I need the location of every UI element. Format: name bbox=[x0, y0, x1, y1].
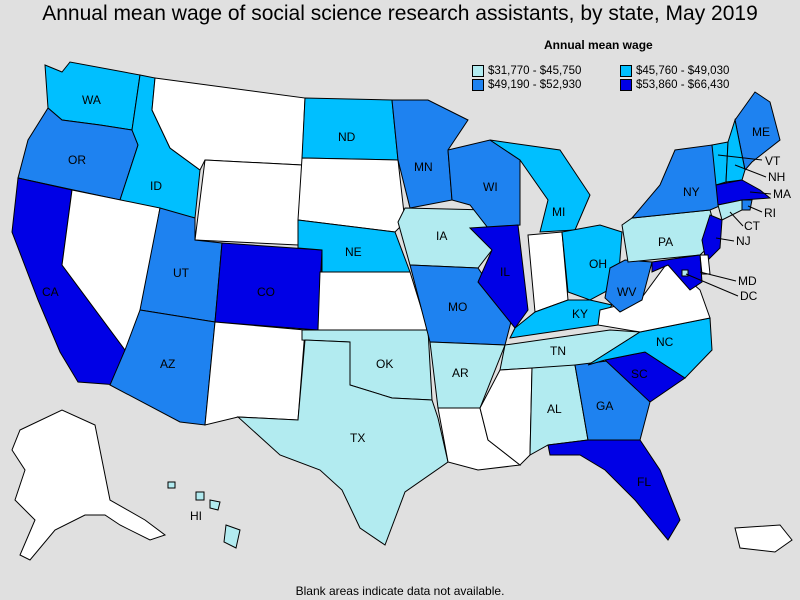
state-label-wv: WV bbox=[617, 285, 636, 299]
state-label-fl: FL bbox=[637, 475, 651, 489]
state-label-nc: NC bbox=[656, 335, 674, 349]
state-label-nj: NJ bbox=[736, 234, 751, 248]
state-ky[interactable] bbox=[509, 299, 613, 339]
legend-swatch bbox=[620, 65, 632, 77]
state-label-ok: OK bbox=[376, 357, 393, 371]
state-label-tn: TN bbox=[550, 344, 566, 358]
state-in[interactable] bbox=[527, 231, 569, 313]
state-ri[interactable] bbox=[741, 199, 753, 211]
state-label-mn: MN bbox=[414, 160, 433, 174]
state-nm[interactable] bbox=[204, 321, 306, 426]
legend-swatch bbox=[620, 79, 632, 91]
state-label-ky: KY bbox=[572, 307, 588, 321]
state-label-or: OR bbox=[68, 153, 86, 167]
legend-item: $49,190 - $52,930 bbox=[472, 79, 581, 93]
state-wv[interactable] bbox=[604, 259, 653, 313]
state-label-oh: OH bbox=[589, 257, 607, 271]
state-label-ar: AR bbox=[452, 366, 469, 380]
state-dc[interactable] bbox=[681, 269, 689, 277]
map-title: Annual mean wage of social science resea… bbox=[42, 2, 758, 25]
state-label-hi: HI bbox=[190, 509, 202, 523]
state-label-ia: IA bbox=[436, 229, 447, 243]
state-label-al: AL bbox=[547, 402, 562, 416]
state-label-ri: RI bbox=[764, 206, 776, 220]
state-label-ne: NE bbox=[345, 245, 362, 259]
state-label-il: IL bbox=[500, 265, 510, 279]
state-nj[interactable] bbox=[701, 214, 723, 264]
legend-item: $45,760 - $49,030 bbox=[620, 65, 729, 79]
state-label-co: CO bbox=[257, 285, 275, 299]
label-leader-lines bbox=[685, 154, 772, 297]
state-sd[interactable] bbox=[297, 157, 406, 233]
state-label-pa: PA bbox=[658, 235, 673, 249]
state-label-wi: WI bbox=[483, 180, 498, 194]
state-ct[interactable] bbox=[717, 199, 743, 221]
state-ks[interactable] bbox=[317, 271, 429, 331]
state-label-tx: TX bbox=[350, 431, 365, 445]
legend-item: $31,770 - $45,750 bbox=[472, 65, 581, 79]
state-label-sc: SC bbox=[631, 367, 648, 381]
state-label-ut: UT bbox=[173, 266, 190, 280]
legend-swatch bbox=[472, 65, 484, 77]
legend-swatch bbox=[472, 79, 484, 91]
state-label-nh: NH bbox=[768, 170, 785, 184]
state-wy[interactable] bbox=[194, 159, 303, 246]
state-label-id: ID bbox=[150, 179, 162, 193]
state-label-ma: MA bbox=[773, 187, 791, 201]
state-fl[interactable] bbox=[547, 439, 681, 541]
footnote: Blank areas indicate data not available. bbox=[295, 584, 505, 598]
state-label-mo: MO bbox=[448, 300, 467, 314]
state-label-nd: ND bbox=[338, 130, 356, 144]
state-label-ca: CA bbox=[42, 285, 59, 299]
state-label-ct: CT bbox=[744, 219, 761, 233]
state-label-wa: WA bbox=[82, 93, 101, 107]
legend-title: Annual mean wage bbox=[544, 38, 653, 52]
legend-label: $31,770 - $45,750 bbox=[488, 65, 582, 78]
state-mi[interactable] bbox=[489, 139, 591, 233]
legend-label: $45,760 - $49,030 bbox=[636, 65, 730, 78]
state-md[interactable] bbox=[651, 254, 703, 291]
legend-item: $53,860 - $66,430 bbox=[620, 79, 729, 93]
state-label-vt: VT bbox=[765, 154, 781, 168]
state-label-dc: DC bbox=[740, 289, 758, 303]
state-ak[interactable] bbox=[11, 409, 167, 561]
state-label-md: MD bbox=[738, 274, 757, 288]
legend-label: $49,190 - $52,930 bbox=[488, 79, 582, 92]
state-tx[interactable] bbox=[236, 339, 449, 546]
legend-label: $53,860 - $66,430 bbox=[636, 79, 730, 92]
state-ny[interactable] bbox=[630, 144, 723, 219]
state-label-ny: NY bbox=[683, 185, 700, 199]
state-label-az: AZ bbox=[160, 357, 175, 371]
state-label-ga: GA bbox=[596, 399, 613, 413]
state-hi[interactable] bbox=[167, 481, 241, 549]
state-label-me: ME bbox=[752, 125, 770, 139]
state-nd[interactable] bbox=[301, 97, 399, 161]
state-label-mi: MI bbox=[552, 205, 565, 219]
state-pr[interactable] bbox=[734, 524, 793, 553]
